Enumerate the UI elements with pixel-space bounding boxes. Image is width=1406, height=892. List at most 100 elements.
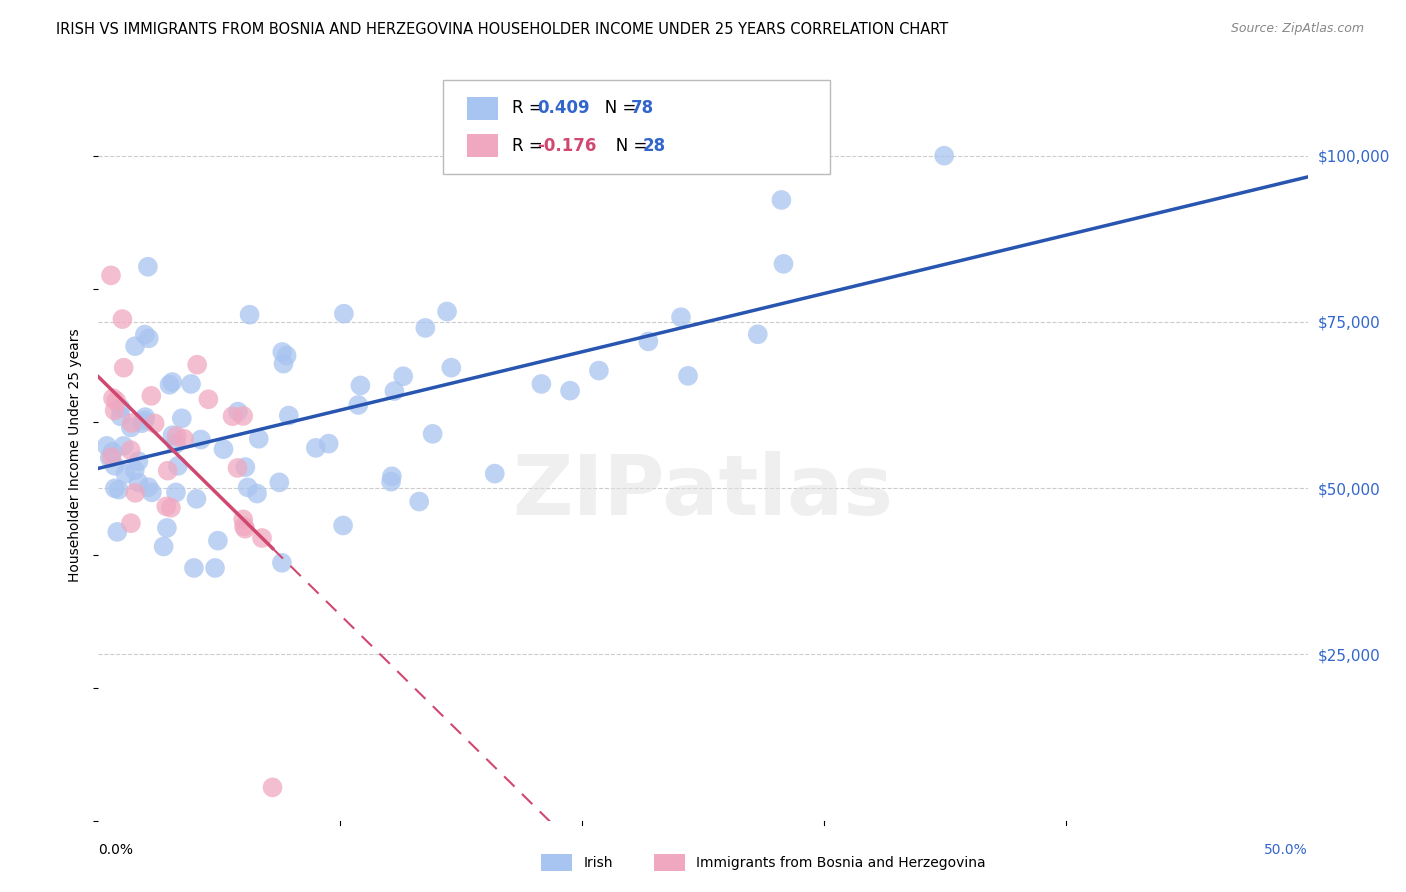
Point: [669, 310, 692, 325]
Point: [392, 369, 415, 384]
Point: [637, 334, 659, 349]
Point: [271, 556, 294, 570]
Point: [156, 464, 179, 478]
Point: [165, 437, 187, 451]
Point: [100, 268, 122, 283]
Text: ZIPatlas: ZIPatlas: [513, 451, 893, 532]
Point: [134, 410, 156, 425]
Point: [190, 433, 212, 447]
Point: [332, 518, 354, 533]
Point: [152, 540, 174, 554]
Point: [107, 483, 129, 497]
Point: [269, 475, 291, 490]
Text: Irish: Irish: [583, 855, 613, 870]
Point: [96, 439, 118, 453]
Point: [124, 463, 146, 477]
Text: 0.0%: 0.0%: [98, 843, 134, 857]
Text: 78: 78: [631, 100, 654, 118]
Point: [104, 458, 127, 473]
Point: [120, 420, 142, 434]
Point: [124, 486, 146, 500]
Y-axis label: Householder Income Under 25 years: Householder Income Under 25 years: [69, 328, 83, 582]
Point: [134, 413, 156, 427]
Point: [232, 512, 254, 526]
Point: [747, 327, 769, 342]
Point: [436, 304, 458, 318]
Point: [233, 522, 256, 536]
Point: [186, 358, 208, 372]
Point: [159, 377, 181, 392]
Point: [273, 357, 295, 371]
Point: [156, 521, 179, 535]
Point: [349, 378, 371, 392]
Point: [233, 519, 256, 533]
Point: [186, 491, 208, 506]
Text: 28: 28: [643, 136, 665, 154]
Point: [588, 363, 610, 377]
Text: IRISH VS IMMIGRANTS FROM BOSNIA AND HERZEGOVINA HOUSEHOLDER INCOME UNDER 25 YEAR: IRISH VS IMMIGRANTS FROM BOSNIA AND HERZ…: [56, 22, 949, 37]
Point: [167, 458, 190, 473]
Text: -0.176: -0.176: [537, 136, 596, 154]
Point: [271, 345, 294, 359]
Point: [100, 450, 122, 464]
Point: [440, 360, 463, 375]
Point: [347, 398, 370, 412]
Point: [247, 432, 270, 446]
Text: R =: R =: [512, 100, 548, 118]
Text: 50.0%: 50.0%: [1264, 843, 1308, 857]
Point: [134, 327, 156, 342]
Point: [173, 432, 195, 446]
Point: [127, 454, 149, 468]
Point: [138, 331, 160, 345]
Point: [204, 561, 226, 575]
Point: [232, 409, 254, 423]
Point: [934, 149, 956, 163]
Text: Immigrants from Bosnia and Herzegovina: Immigrants from Bosnia and Herzegovina: [696, 855, 986, 870]
Point: [136, 260, 159, 274]
Point: [112, 439, 135, 453]
Point: [101, 445, 124, 459]
Point: [422, 426, 444, 441]
Point: [276, 349, 298, 363]
Point: [98, 450, 121, 465]
Point: [166, 429, 188, 443]
Point: [111, 312, 134, 326]
Text: N =: N =: [589, 100, 641, 118]
Point: [221, 409, 243, 424]
Text: Source: ZipAtlas.com: Source: ZipAtlas.com: [1230, 22, 1364, 36]
Point: [165, 485, 187, 500]
Point: [558, 384, 581, 398]
Point: [112, 360, 135, 375]
Point: [226, 461, 249, 475]
Point: [305, 441, 328, 455]
Point: [250, 531, 273, 545]
Point: [207, 533, 229, 548]
Point: [104, 403, 127, 417]
Point: [128, 475, 150, 490]
Point: [180, 376, 202, 391]
Point: [333, 307, 356, 321]
Point: [772, 257, 794, 271]
Point: [120, 516, 142, 530]
Point: [226, 404, 249, 418]
Point: [121, 416, 143, 430]
Point: [143, 417, 166, 431]
Point: [676, 368, 699, 383]
Point: [131, 416, 153, 430]
Point: [235, 460, 257, 475]
Text: 0.409: 0.409: [537, 100, 589, 118]
Point: [382, 384, 405, 398]
Point: [408, 494, 430, 508]
Point: [484, 467, 506, 481]
Point: [183, 561, 205, 575]
Point: [155, 500, 177, 514]
Point: [110, 409, 132, 424]
Point: [101, 391, 124, 405]
Point: [239, 308, 262, 322]
Point: [770, 193, 793, 207]
Point: [380, 475, 402, 489]
Point: [141, 485, 163, 500]
Point: [120, 443, 142, 458]
Point: [105, 524, 128, 539]
Point: [162, 375, 184, 389]
